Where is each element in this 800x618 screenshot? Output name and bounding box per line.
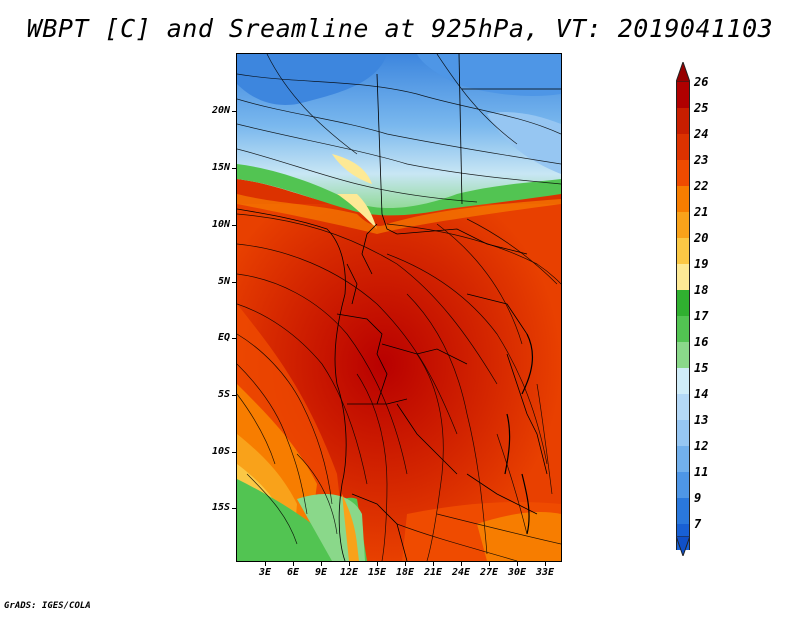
lon-tick xyxy=(433,562,434,566)
lon-label-12e: 12E xyxy=(339,567,359,578)
lon-tick xyxy=(545,562,546,566)
lat-label-20n: 20N xyxy=(211,105,230,116)
chart-title: WBPT [C] and Sreamline at 925hPa, VT: 20… xyxy=(26,14,774,43)
colorbar-swatch xyxy=(676,420,690,446)
colorbar-label: 11 xyxy=(694,465,709,479)
lon-label-30e: 30E xyxy=(507,567,527,578)
lon-tick xyxy=(293,562,294,566)
colorbar-label: 13 xyxy=(694,413,709,427)
lon-tick xyxy=(265,562,266,566)
colorbar-label: 20 xyxy=(694,231,709,245)
colorbar-swatch xyxy=(676,394,690,420)
lat-tick xyxy=(232,282,236,283)
lat-tick xyxy=(232,395,236,396)
colorbar-swatch xyxy=(676,446,690,472)
colorbar-swatch xyxy=(676,342,690,368)
lat-label-5n: 5N xyxy=(217,276,230,287)
lon-label-6e: 6E xyxy=(286,567,300,578)
colorbar-label: 18 xyxy=(694,283,709,297)
lat-tick xyxy=(232,111,236,112)
colorbar-arrow-top xyxy=(676,62,690,82)
lon-label-27e: 27E xyxy=(479,567,499,578)
lat-label-5s: 5S xyxy=(217,389,230,400)
colorbar-arrow-bottom xyxy=(676,536,690,556)
lon-label-15e: 15E xyxy=(367,567,387,578)
lon-tick xyxy=(517,562,518,566)
wbpt-field-map xyxy=(237,54,561,561)
colorbar-swatch xyxy=(676,212,690,238)
colorbar-swatch xyxy=(676,368,690,394)
colorbar-swatch xyxy=(676,82,690,108)
colorbar-label: 22 xyxy=(694,179,709,193)
lon-tick xyxy=(377,562,378,566)
colorbar-swatch xyxy=(676,134,690,160)
colorbar-label: 14 xyxy=(694,387,709,401)
footer-credit: GrADS: IGES/COLA xyxy=(4,601,91,611)
lat-label-15s: 15S xyxy=(211,502,230,513)
colorbar-label: 26 xyxy=(694,75,709,89)
colorbar-swatch xyxy=(676,498,690,524)
colorbar-label: 12 xyxy=(694,439,709,453)
lon-tick xyxy=(461,562,462,566)
colorbar-label: 25 xyxy=(694,101,709,115)
lake-outline xyxy=(504,413,511,475)
lat-tick xyxy=(232,508,236,509)
lon-label-9e: 9E xyxy=(314,567,328,578)
lat-label-eq: EQ xyxy=(217,332,230,343)
colorbar-swatch xyxy=(676,472,690,498)
lat-tick xyxy=(232,338,236,339)
colorbar-label: 24 xyxy=(694,127,709,141)
lat-label-15n: 15N xyxy=(211,162,230,173)
lat-label-10n: 10N xyxy=(211,219,230,230)
lon-tick xyxy=(405,562,406,566)
colorbar-label: 19 xyxy=(694,257,709,271)
lake-outline xyxy=(521,333,533,395)
lat-tick xyxy=(232,225,236,226)
map-panel xyxy=(236,53,562,562)
colorbar-label: 7 xyxy=(694,517,702,531)
colorbar-label: 16 xyxy=(694,335,709,349)
colorbar-label: 15 xyxy=(694,361,709,375)
colorbar-label: 17 xyxy=(694,309,709,323)
lat-tick xyxy=(232,168,236,169)
streamlines xyxy=(237,54,561,561)
lon-tick xyxy=(321,562,322,566)
colorbar-swatch xyxy=(676,108,690,134)
coastline xyxy=(237,208,347,561)
lon-label-18e: 18E xyxy=(395,567,415,578)
colorbar-label: 23 xyxy=(694,153,709,167)
lon-label-24e: 24E xyxy=(451,567,471,578)
colorbar-swatch xyxy=(676,160,690,186)
colorbar-label: 21 xyxy=(694,205,709,219)
lake-outline xyxy=(521,473,530,535)
lon-tick xyxy=(489,562,490,566)
country-borders xyxy=(336,54,561,561)
colorbar-swatch xyxy=(676,186,690,212)
lon-tick xyxy=(349,562,350,566)
lon-label-33e: 33E xyxy=(535,567,555,578)
colorbar-label: 9 xyxy=(694,491,702,505)
colorbar-swatch xyxy=(676,290,690,316)
colorbar-swatch xyxy=(676,264,690,290)
lon-label-21e: 21E xyxy=(423,567,443,578)
lat-tick xyxy=(232,452,236,453)
colorbar-swatch xyxy=(676,238,690,264)
lon-label-3e: 3E xyxy=(258,567,272,578)
lat-label-10s: 10S xyxy=(211,446,230,457)
colorbar-swatch xyxy=(676,316,690,342)
